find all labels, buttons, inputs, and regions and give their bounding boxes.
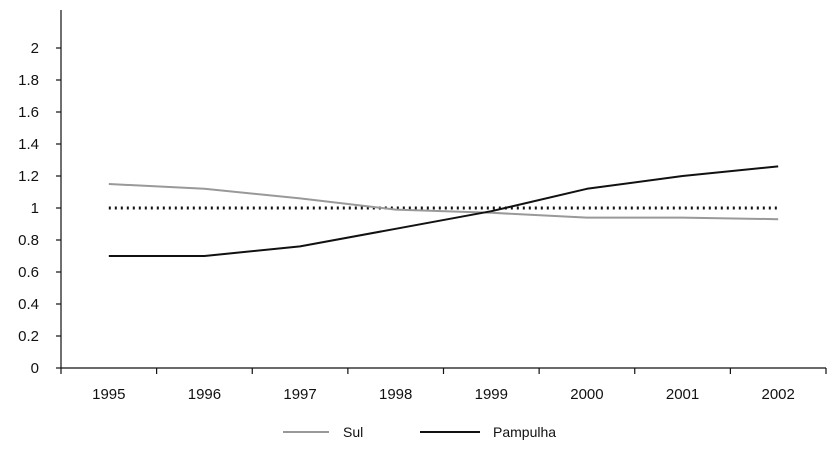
series-layer [108,165,779,257]
x-tick-label: 1995 [92,386,125,403]
x-ticks: 1995 1996 1997 1998 1999 2000 2001 2002 [60,368,827,403]
x-tick-label: 2001 [666,386,699,403]
x-tick-label: 1999 [475,386,508,403]
y-tick-label: 1.8 [18,72,39,89]
legend: Sul Pampulha [283,424,556,440]
axes [60,10,826,369]
y-tick-label: 0.4 [18,296,39,313]
y-tick-label: 0.8 [18,232,39,249]
y-ticks: 0 0.2 0.4 0.6 0.8 1 1.2 1.4 1.6 1.8 2 [18,40,61,377]
x-tick-label: 1997 [283,386,316,403]
y-tick-label: 2 [31,40,39,57]
x-tick-label: 1998 [379,386,412,403]
y-tick-label: 1.2 [18,168,39,185]
y-tick-label: 1 [31,200,39,217]
x-tick-label: 2000 [570,386,603,403]
y-tick-label: 0 [31,360,39,377]
y-tick-label: 1.4 [18,136,39,153]
y-tick-label: 1.6 [18,104,39,121]
x-tick-label: 1996 [188,386,221,403]
legend-label-sul: Sul [343,424,363,440]
x-tick-label: 2002 [762,386,795,403]
y-tick-label: 0.2 [18,328,39,345]
y-tick-label: 0.6 [18,264,39,281]
legend-label-pampulha: Pampulha [493,424,556,440]
series-line-sul [108,183,779,221]
series-line-pampulha [108,165,779,257]
